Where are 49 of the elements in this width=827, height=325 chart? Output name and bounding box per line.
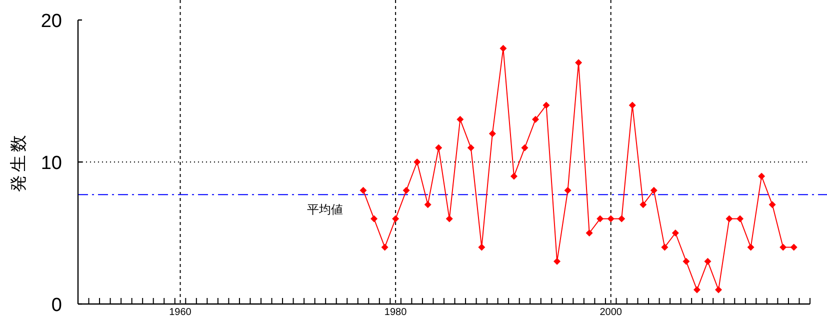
point [586,230,593,236]
point [575,59,582,66]
point [467,144,474,152]
x-tick-label: 1980 [384,307,408,318]
point [780,244,787,251]
point [488,130,496,138]
point [542,102,550,109]
point [672,230,679,236]
point [736,215,744,222]
y-tick-label: 20 [40,11,62,32]
point [682,258,690,265]
point [478,244,486,251]
point [596,215,604,222]
point [521,144,528,152]
point [726,215,733,222]
point [370,215,378,222]
x-tick-label: 2000 [600,307,622,318]
point [532,116,539,123]
point [628,102,636,109]
point [510,172,518,180]
point [768,201,776,208]
y-tick-label: 0 [51,295,62,316]
point [704,258,712,265]
point [414,158,421,166]
point [500,44,507,52]
point [618,215,626,222]
point [435,144,442,152]
x-tick-label: 1960 [169,307,192,318]
point [747,244,754,251]
point [446,215,453,222]
point [402,186,410,194]
ref-line-label: 平均値 [307,202,343,217]
point [661,244,668,251]
point [607,215,614,222]
point [758,172,766,180]
point [640,201,647,208]
y-axis-title: 発生数 [9,132,28,192]
y-tick-label: 10 [40,153,62,174]
point [392,215,400,222]
point [564,186,572,194]
point [456,116,464,123]
point [715,286,722,294]
point [790,244,798,251]
point [424,201,432,208]
point [693,286,700,294]
point [650,186,658,194]
point [360,186,367,194]
point [554,258,561,265]
point [381,244,388,251]
